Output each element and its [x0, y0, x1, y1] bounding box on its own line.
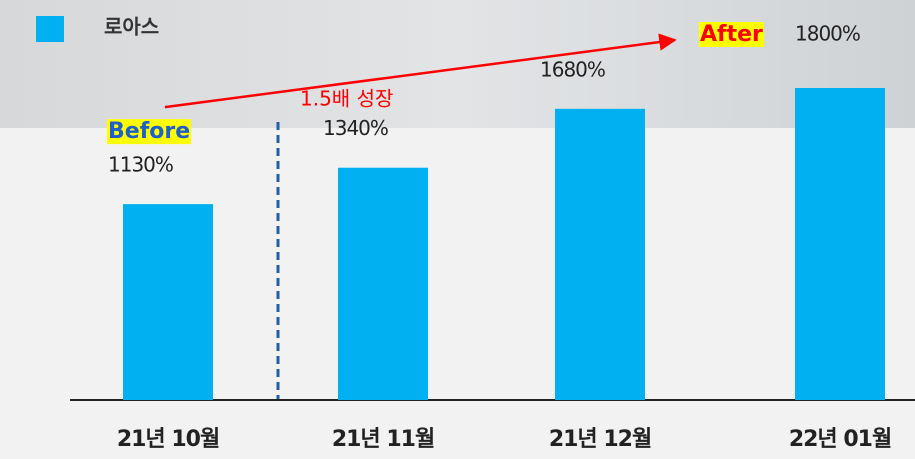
bar	[123, 204, 213, 400]
after-highlight	[699, 22, 765, 47]
bar	[795, 88, 885, 400]
growth-arrow	[164, 33, 677, 109]
before-highlight	[107, 119, 192, 145]
before-annotation: Before	[108, 119, 190, 144]
header-band	[0, 0, 915, 128]
legend-label: 로아스	[104, 15, 159, 39]
x-tick-label: 21년 12월	[549, 427, 651, 452]
value-label: 1130%	[108, 153, 173, 177]
x-tick-label: 22년 01월	[789, 427, 891, 452]
legend-swatch	[36, 16, 64, 42]
x-tick-label: 21년 10월	[117, 427, 219, 452]
value-label: 1340%	[323, 116, 388, 140]
x-tick-label: 21년 11월	[332, 427, 434, 452]
growth-annotation: 1.5배 성장	[300, 87, 393, 111]
after-annotation: After	[700, 22, 763, 47]
bar	[338, 167, 428, 400]
value-label: 1680%	[540, 57, 605, 81]
bar	[555, 108, 645, 401]
value-label: 1800%	[795, 22, 860, 46]
